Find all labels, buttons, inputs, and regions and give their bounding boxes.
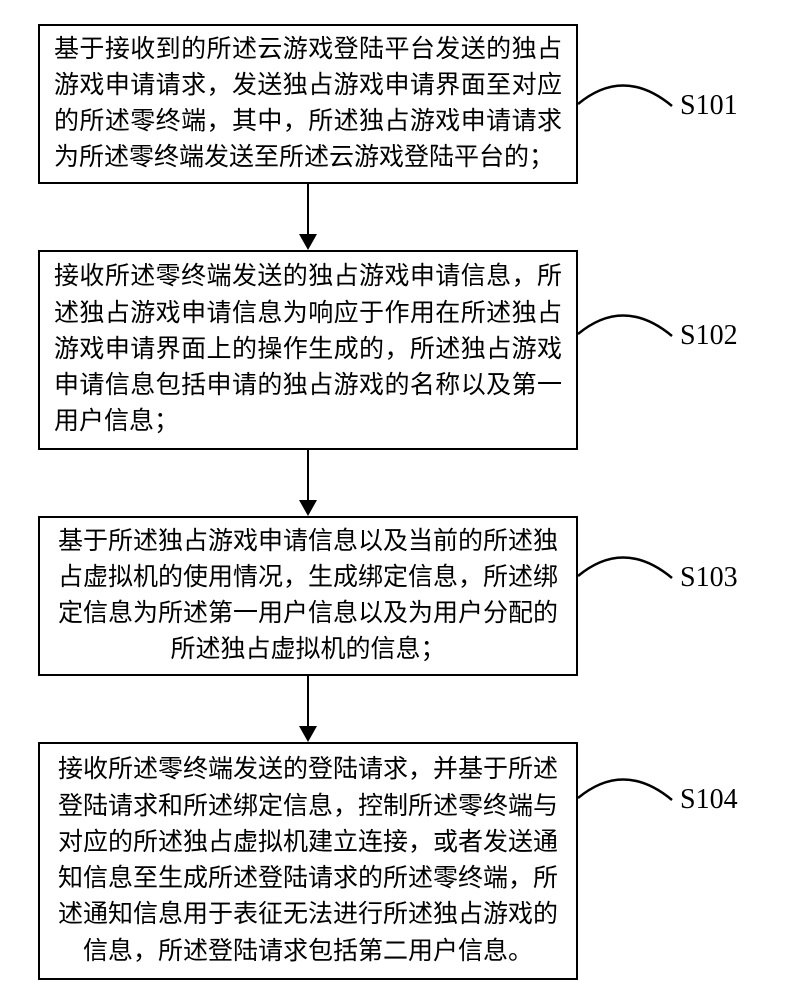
arrow-s103-s104-head (299, 726, 317, 742)
step-s103-label: S103 (680, 562, 738, 594)
flowchart-canvas: 基于接收到的所述云游戏登陆平台发送的独占游戏申请请求，发送独占游戏申请界面至对应… (0, 0, 787, 1000)
arrow-s102-s103-head (299, 500, 317, 516)
arrow-s101-s102-head (299, 234, 317, 250)
step-s102-label: S102 (680, 320, 738, 352)
step-s103-text: 基于所述独占游戏申请信息以及当前的所述独占虚拟机的使用情况，生成绑定信息，所述绑… (54, 524, 562, 669)
step-s103-box: 基于所述独占游戏申请信息以及当前的所述独占虚拟机的使用情况，生成绑定信息，所述绑… (38, 516, 578, 676)
step-s101-box: 基于接收到的所述云游戏登陆平台发送的独占游戏申请请求，发送独占游戏申请界面至对应… (38, 24, 578, 184)
step-s104-box: 接收所述零终端发送的登陆请求，并基于所述登陆请求和所述绑定信息，控制所述零终端与… (38, 742, 578, 980)
arrow-s103-s104-line (307, 676, 309, 726)
step-s101-label: S101 (680, 90, 738, 122)
step-s102-box: 接收所述零终端发送的独占游戏申请信息，所述独占游戏申请信息为响应于作用在所述独占… (38, 250, 578, 450)
arrow-s102-s103-line (307, 450, 309, 500)
step-s102-text: 接收所述零终端发送的独占游戏申请信息，所述独占游戏申请信息为响应于作用在所述独占… (54, 259, 562, 440)
step-s104-text: 接收所述零终端发送的登陆请求，并基于所述登陆请求和所述绑定信息，控制所述零终端与… (54, 752, 562, 970)
step-s104-label: S104 (680, 784, 738, 816)
arrow-s101-s102-line (307, 184, 309, 234)
step-s101-text: 基于接收到的所述云游戏登陆平台发送的独占游戏申请请求，发送独占游戏申请界面至对应… (54, 32, 562, 177)
